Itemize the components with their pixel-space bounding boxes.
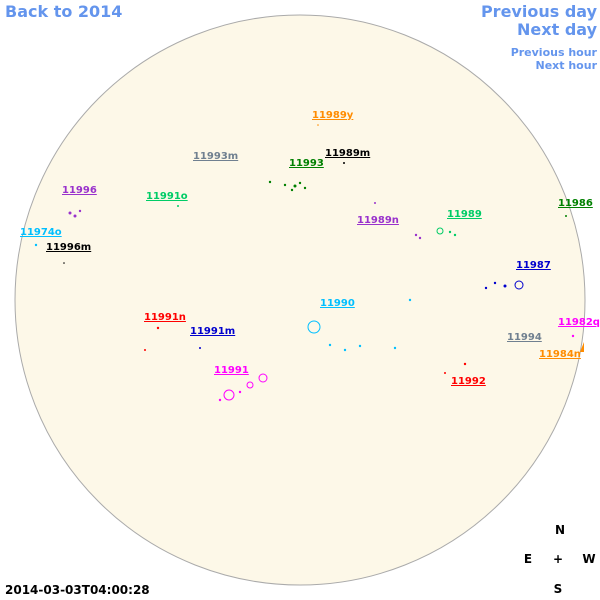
region-label[interactable]: 11989y [312,110,354,121]
region-label[interactable]: 11991 [214,365,249,376]
previous-hour-link[interactable]: Previous hour [511,46,598,59]
region-label[interactable]: 11989n [357,215,399,226]
region-label[interactable]: 11991m [190,326,235,337]
region-label[interactable]: 11993 [289,158,324,169]
region-label[interactable]: 11991o [146,191,188,202]
region-label[interactable]: 11990 [320,298,355,309]
region-label[interactable]: 11989m [325,148,370,159]
compass-west: W [582,552,595,566]
compass-north: N [555,523,565,537]
region-label[interactable]: 11987 [516,260,551,271]
back-year-link[interactable]: Back to 2014 [5,2,122,21]
compass-east: E [524,552,532,566]
previous-day-link[interactable]: Previous day [481,2,598,21]
region-label[interactable]: 11982q [558,317,600,328]
next-hour-link[interactable]: Next hour [536,59,598,72]
compass-center: + [553,552,563,566]
region-label[interactable]: 11996m [46,242,91,253]
region-label[interactable]: 11984n [539,349,581,360]
compass-south: S [554,582,563,596]
spots [34,124,584,402]
next-day-link[interactable]: Next day [517,20,598,39]
region-label[interactable]: 11996 [62,185,97,196]
region-label[interactable]: 11989 [447,209,482,220]
region-label[interactable]: 11986 [558,198,593,209]
solar-disk [14,14,586,586]
timestamp: 2014-03-03T04:00:28 [5,583,150,597]
region-label[interactable]: 11992 [451,376,486,387]
region-label[interactable]: 11991n [144,312,186,323]
region-label[interactable]: 11993m [193,151,238,162]
region-label[interactable]: 11994 [507,332,542,343]
region-label[interactable]: 11974o [20,227,62,238]
